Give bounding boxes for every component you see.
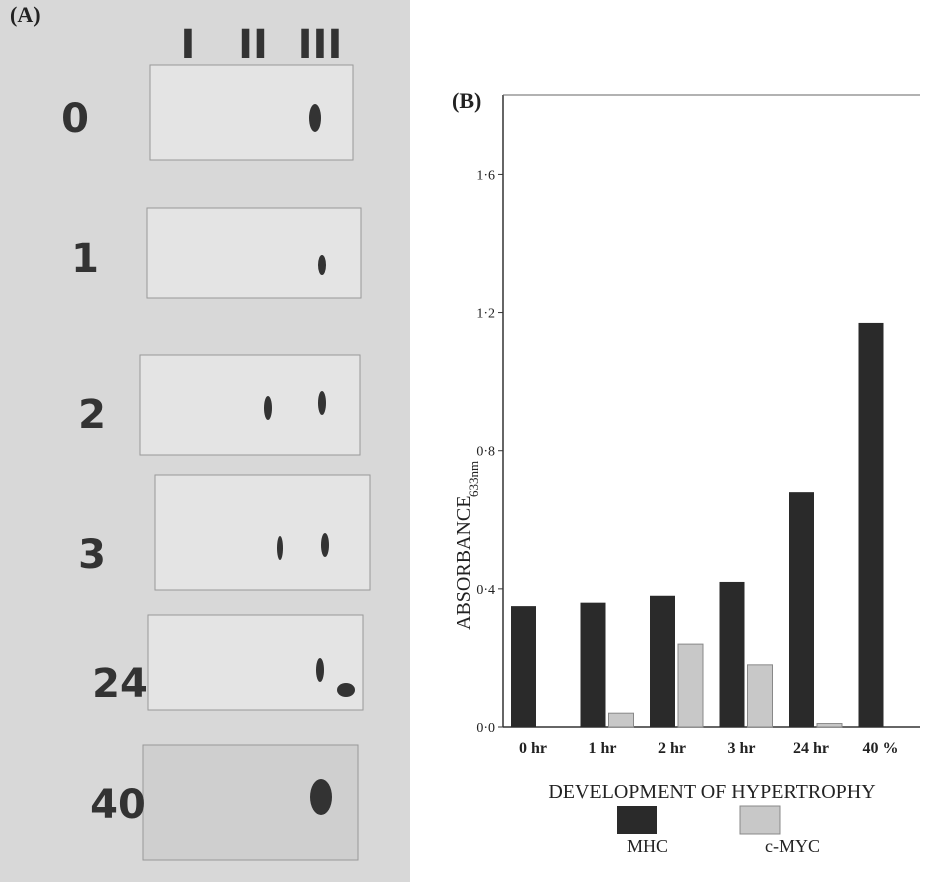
blots: [139, 64, 371, 861]
spot: [264, 396, 272, 420]
x-tick-label: 2 hr: [658, 740, 686, 757]
spot: [277, 536, 283, 560]
y-tick-label: 1·6: [476, 168, 495, 183]
y-tick-label: 0·0: [476, 721, 495, 736]
bar: [816, 723, 843, 728]
spot: [318, 255, 326, 275]
bar: [747, 664, 773, 728]
bar: [677, 643, 704, 728]
bar: [511, 606, 536, 727]
legend-swatch: [617, 806, 657, 834]
spot: [318, 391, 326, 415]
blot: [154, 474, 371, 591]
row-label: 2: [78, 392, 106, 438]
blot: [139, 354, 361, 456]
y-axis-title: ABSORBANCE 633nm: [453, 461, 481, 630]
spot: [316, 658, 324, 682]
legend-label: c-MYC: [765, 836, 820, 856]
bar: [608, 712, 634, 728]
row-label: 1: [71, 236, 99, 282]
x-tick-label: 1 hr: [589, 740, 617, 757]
blot: [149, 64, 354, 161]
spot: [321, 533, 329, 557]
blot: [147, 614, 364, 711]
bar: [858, 322, 884, 727]
spot: [309, 104, 321, 132]
bar: [580, 602, 606, 727]
row-label: 40: [90, 782, 146, 828]
x-tick-label: 24 hr: [793, 740, 829, 757]
bar: [789, 492, 814, 727]
lane-label: I: [181, 22, 196, 68]
lane-label: II: [238, 22, 268, 68]
x-tick-label: 3 hr: [728, 740, 756, 757]
x-axis-title: DEVELOPMENT OF HYPERTROPHY: [548, 781, 875, 803]
bar: [719, 581, 745, 727]
panel-b-label: (B): [452, 88, 481, 113]
spot: [337, 683, 355, 697]
y-label-sub: 633nm: [466, 461, 481, 497]
row-label: 0: [61, 96, 89, 142]
y-tick-label: 0·4: [476, 583, 495, 598]
blot: [146, 207, 362, 299]
row-label: 24: [92, 661, 148, 707]
legend-swatch: [739, 805, 781, 835]
bar: [650, 595, 675, 727]
row-label: 3: [78, 532, 106, 578]
y-tick-label: 1·2: [476, 307, 495, 322]
x-tick-label: 40 %: [863, 740, 899, 757]
y-label: ABSORBANCE: [453, 496, 475, 630]
lane-label: III: [298, 22, 343, 68]
panel-a-label: (A): [10, 2, 41, 27]
legend-label: MHC: [627, 836, 668, 856]
x-tick-label: 0 hr: [519, 740, 547, 757]
y-tick-label: 0·8: [476, 445, 495, 460]
spot: [310, 779, 332, 815]
spots: [264, 104, 355, 815]
